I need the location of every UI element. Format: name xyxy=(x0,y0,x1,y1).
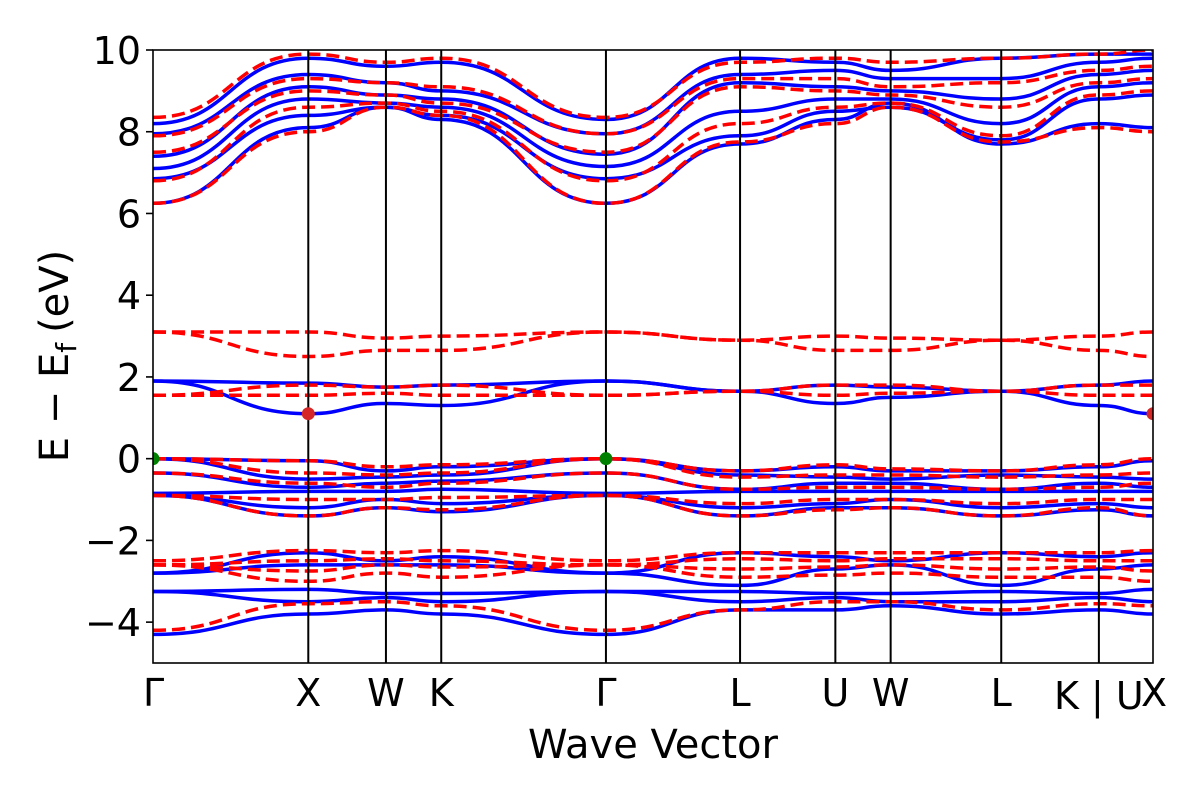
y-tick-label-3: 2 xyxy=(117,356,141,400)
y-tick-label-7: 10 xyxy=(93,29,141,73)
cbm-marker-2 xyxy=(301,407,315,421)
band-line-spin-down-15 xyxy=(153,557,1153,567)
band-line-spin-up-11 xyxy=(153,487,1153,496)
band-line-spin-up-1 xyxy=(153,56,1153,136)
x-tick-label-0: Γ xyxy=(143,671,164,715)
band-line-spin-down-11 xyxy=(153,471,1153,492)
band-line-spin-up-7 xyxy=(153,379,1153,416)
band-line-spin-up-17 xyxy=(153,589,1153,604)
band-line-spin-down-5 xyxy=(153,330,1153,342)
vbm-marker-0 xyxy=(153,452,160,466)
band-line-spin-down-9 xyxy=(153,456,1153,473)
band-line-spin-up-12 xyxy=(153,493,1153,510)
band-line-spin-down-3 xyxy=(153,89,1153,183)
y-tick-label-2: 0 xyxy=(117,438,141,482)
kpoint-lines xyxy=(307,50,1100,663)
band-line-spin-down-0 xyxy=(153,50,1153,120)
cbm-marker-3 xyxy=(1146,407,1153,421)
band-line-spin-down-8 xyxy=(153,389,1153,398)
band-line-spin-down-13 xyxy=(153,493,1153,518)
band-line-spin-down-16 xyxy=(153,563,1153,573)
y-axis-label-subscript: f xyxy=(50,342,83,353)
band-line-spin-up-4 xyxy=(153,93,1153,181)
y-axis-ticks: −4 −2 0 2 4 6 8 10 xyxy=(85,29,153,645)
x-tick-label-3: K xyxy=(429,671,455,715)
x-tick-label-10: X xyxy=(1141,671,1167,715)
x-tick-label-5: L xyxy=(729,671,750,715)
band-line-spin-down-6 xyxy=(153,330,1153,359)
band-line-spin-up-0 xyxy=(153,52,1153,126)
band-line-spin-up-16 xyxy=(153,587,1153,596)
band-line-spin-up-3 xyxy=(153,80,1153,171)
band-edge-markers xyxy=(153,407,1153,466)
band-line-spin-down-12 xyxy=(153,493,1153,506)
y-tick-label-4: 4 xyxy=(117,274,141,318)
x-tick-label-7: W xyxy=(872,671,910,715)
y-tick-label-1: −2 xyxy=(85,519,141,563)
band-lines xyxy=(153,50,1153,637)
x-tick-label-2: W xyxy=(367,671,405,715)
band-line-spin-down-14 xyxy=(153,548,1153,563)
x-tick-label-4: Γ xyxy=(595,671,616,715)
band-line-spin-down-2 xyxy=(153,76,1153,154)
y-tick-label-0: −4 xyxy=(85,601,141,645)
axes-frame xyxy=(152,49,1154,664)
band-line-spin-down-18 xyxy=(153,599,1153,633)
y-tick-label-6: 8 xyxy=(117,111,141,155)
band-line-spin-up-15 xyxy=(153,563,1153,588)
x-tick-label-8: L xyxy=(991,671,1012,715)
y-axis-label-main: E − E xyxy=(32,353,78,463)
x-axis-label: Wave Vector xyxy=(528,722,779,768)
band-line-spin-down-17 xyxy=(153,563,1153,584)
y-axis-label-unit: (eV) xyxy=(32,250,78,333)
x-tick-label-9: K | U xyxy=(1054,674,1144,719)
band-line-spin-down-10 xyxy=(153,456,1153,479)
x-tick-label-6: U xyxy=(821,671,849,715)
y-tick-label-5: 6 xyxy=(117,192,141,236)
y-axis-label: E − Ef (eV) xyxy=(32,250,83,463)
vbm-marker-1 xyxy=(599,452,613,466)
band-line-spin-down-1 xyxy=(153,64,1153,138)
x-tick-label-1: X xyxy=(295,671,321,715)
